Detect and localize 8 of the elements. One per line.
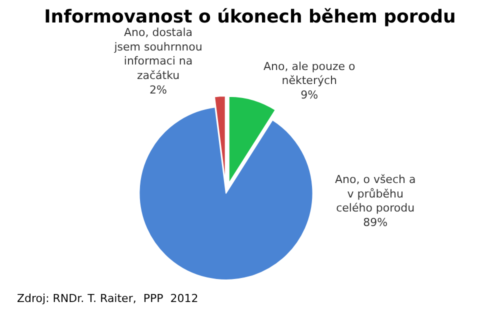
text: Zdroj: RNDr. T. Raiter, PPP 2012 <box>17 292 198 305</box>
data-label: 2% <box>150 83 167 96</box>
data-label: 9% <box>300 88 318 102</box>
chart-title: Informovanost o úkonech během porodu <box>44 6 456 28</box>
slice-label: Ano, ale pouze o některých <box>264 60 356 88</box>
slice-label: Ano, dostala jsem souhrnnou informaci na začátku <box>113 26 202 82</box>
data-label: 89% <box>363 216 388 229</box>
slice-label: Ano, o všech a v průběhu celého porodu <box>335 173 416 215</box>
